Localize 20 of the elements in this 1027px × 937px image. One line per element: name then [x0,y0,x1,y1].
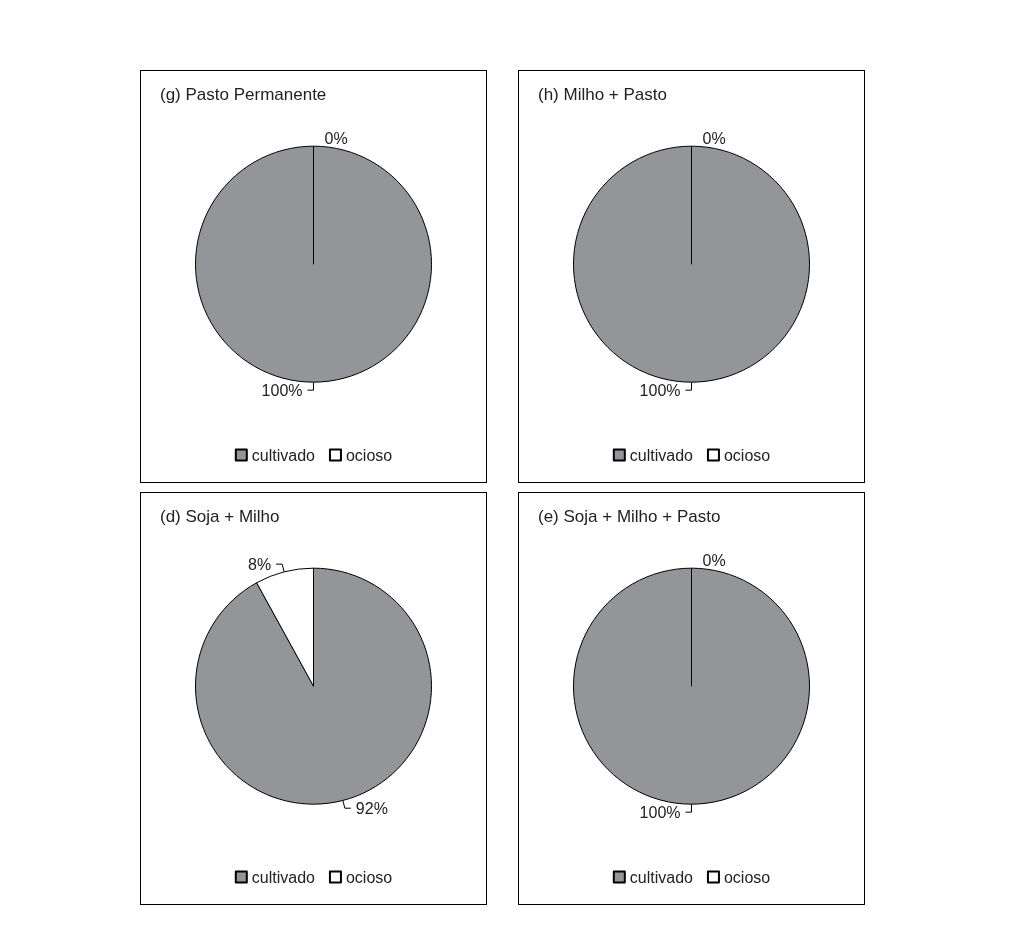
chart-title: (e) Soja + Milho + Pasto [538,507,721,526]
text: 0% [702,551,726,569]
legend-label: ocioso [345,446,393,464]
data-label: 92% [355,799,388,817]
text: 0% [324,129,348,147]
legend-label: ocioso [345,868,393,886]
data-label: 100% [639,803,681,821]
legend-label: cultivado [629,868,694,886]
chart-title: (g) Pasto Permanente [160,85,327,104]
data-label: 100% [639,381,681,399]
legend-label: cultivado [251,868,316,886]
data-label: 8% [248,555,272,573]
data-label: 100% [261,381,303,399]
legend-label: cultivado [629,446,694,464]
text: 0% [702,129,726,147]
legend-label: cultivado [251,446,316,464]
legend-label: ocioso [723,446,771,464]
chart-title: (d) Soja + Milho [160,507,280,526]
chart-title: (h) Milho + Pasto [538,85,667,104]
legend-label: ocioso [723,868,771,886]
